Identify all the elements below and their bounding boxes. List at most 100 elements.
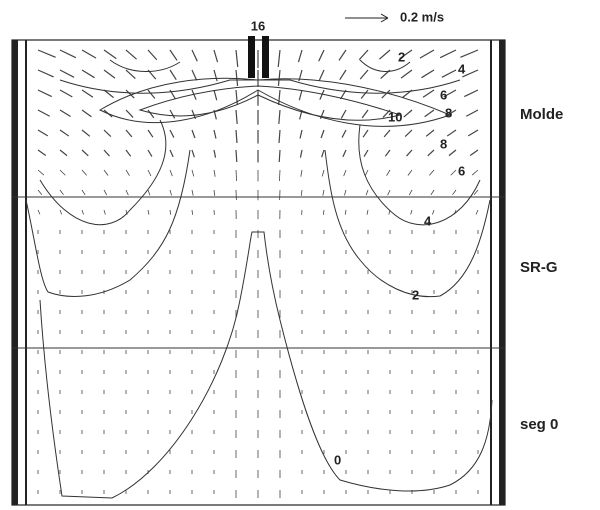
contour <box>39 231 493 499</box>
velocity-arrow <box>300 169 303 177</box>
velocity-arrow <box>278 149 281 163</box>
velocity-arrow <box>81 129 91 137</box>
velocity-arrow <box>147 169 152 177</box>
velocity-arrow <box>169 149 174 158</box>
contours <box>25 59 493 499</box>
velocity-arrow <box>363 149 369 157</box>
velocity-arrow <box>125 169 130 176</box>
velocity-arrow <box>125 49 137 60</box>
velocity-arrow <box>59 109 71 117</box>
velocity-arrow <box>277 49 281 68</box>
velocity-arrow <box>235 129 238 144</box>
velocity-arrow <box>321 169 325 177</box>
contour-label: 0 <box>334 452 341 467</box>
velocity-arrow <box>213 69 218 82</box>
velocity-arrow <box>408 189 413 196</box>
velocity-arrow <box>339 69 347 81</box>
contour-label: 6 <box>440 87 447 102</box>
velocity-arrow <box>235 169 237 182</box>
scale-arrow-head <box>380 13 389 23</box>
velocity-arrow <box>59 49 77 59</box>
velocity-arrow <box>445 109 457 117</box>
velocity-arrow <box>361 109 369 119</box>
velocity-arrow <box>169 49 178 61</box>
velocity-arrow <box>297 49 303 63</box>
velocity-arrow <box>59 169 66 176</box>
velocity-arrow <box>147 209 150 215</box>
contour-label: 6 <box>458 163 465 178</box>
velocity-arrow <box>360 89 369 99</box>
velocity-arrow <box>59 149 68 157</box>
domain-frame <box>11 39 506 506</box>
velocity-arrow <box>467 129 479 137</box>
velocity-arrow <box>191 189 194 196</box>
contour <box>39 119 167 226</box>
contour-label: 8 <box>445 105 452 120</box>
velocity-arrow <box>427 149 435 157</box>
velocity-arrow <box>387 189 391 196</box>
velocity-arrow <box>37 109 51 117</box>
velocity-arrow <box>235 49 239 68</box>
velocity-arrow <box>399 49 413 60</box>
velocity-arrow <box>103 169 109 176</box>
contour <box>324 149 491 298</box>
scale-label: 0.2 m/s <box>400 9 444 24</box>
velocity-arrow <box>338 49 347 61</box>
velocity-arrow <box>323 209 325 215</box>
velocity-arrow <box>341 129 347 138</box>
velocity-arrow <box>169 129 175 138</box>
velocity-arrow <box>103 209 106 215</box>
velocity-arrow <box>299 129 303 139</box>
velocity-arrow <box>59 69 75 78</box>
velocity-arrow <box>432 209 435 215</box>
contour-label: 2 <box>398 49 405 64</box>
velocity-arrow <box>125 189 129 196</box>
velocity-arrow <box>410 209 413 215</box>
zone-label: Molde <box>520 106 563 123</box>
velocity-arrow <box>147 109 155 119</box>
velocity-arrow <box>430 189 435 196</box>
velocity-arrow <box>81 49 97 59</box>
velocity-arrow <box>460 49 479 58</box>
velocity-arrow <box>318 49 325 62</box>
zone-label: seg 0 <box>520 416 558 433</box>
velocity-arrow <box>386 169 391 176</box>
contour <box>25 149 191 297</box>
velocity-arrow <box>366 209 369 215</box>
velocity-arrow <box>450 169 457 176</box>
velocity-arrow <box>344 189 347 196</box>
velocity-arrow <box>381 89 391 99</box>
velocity-arrow <box>147 129 154 138</box>
velocity-arrow <box>103 189 108 196</box>
velocity-arrow <box>441 69 457 78</box>
velocity-arrow <box>473 189 479 195</box>
velocity-arrow <box>278 109 281 125</box>
velocity-arrow <box>81 209 84 215</box>
velocity-arrow <box>37 169 45 176</box>
velocity-arrow <box>147 49 158 61</box>
velocity-arrow <box>448 149 457 157</box>
velocity-arrow <box>59 209 63 215</box>
velocity-arrow <box>125 69 136 80</box>
velocity-arrow <box>103 149 110 157</box>
velocity-arrow <box>439 49 457 59</box>
velocity-arrow <box>191 149 195 158</box>
velocity-arrow <box>404 129 413 138</box>
velocity-arrow <box>125 129 133 138</box>
velocity-arrow <box>191 129 196 139</box>
velocity-arrow <box>277 69 281 87</box>
velocity-arrow <box>319 89 325 100</box>
contour-label: 4 <box>458 61 466 76</box>
nozzle-wall <box>262 36 269 78</box>
velocity-arrow <box>342 149 347 158</box>
velocity-arrow <box>81 109 92 118</box>
left-wall <box>12 40 18 505</box>
velocity-arrow <box>362 129 369 138</box>
velocity-arrow <box>343 169 347 177</box>
velocity-arrow <box>365 189 369 196</box>
velocity-arrow <box>422 89 435 98</box>
contour-label: 2 <box>412 287 419 302</box>
velocity-arrow <box>37 209 41 215</box>
velocity-arrow <box>298 89 303 101</box>
